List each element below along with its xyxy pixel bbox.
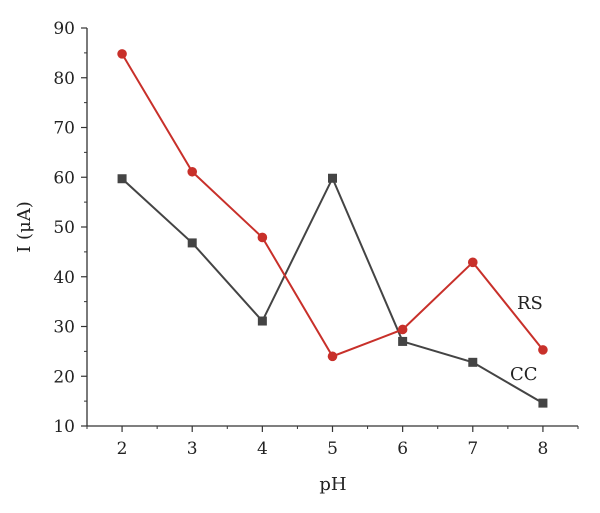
series-line-cc [121, 175, 544, 404]
data-point-cc [398, 336, 408, 346]
y-tick-label-90: 90 [53, 19, 75, 39]
data-point-rs [397, 324, 408, 335]
data-point-cc [187, 238, 197, 248]
y-tick-label-50: 50 [53, 218, 75, 238]
y-axis-title: I (μA) [14, 201, 35, 253]
y-tick-label-60: 60 [53, 168, 75, 188]
y-tick-label-20: 20 [53, 367, 75, 387]
x-tick-label-7: 7 [467, 439, 478, 459]
axes [86, 28, 578, 427]
series-label-cc: CC [510, 364, 538, 385]
data-point-rs [538, 345, 548, 355]
x-tick-label-3: 3 [187, 439, 198, 459]
ticks: 10 20 30 40 50 60 70 80 90 2 3 4 5 6 7 8 [53, 19, 579, 459]
x-tick-label-8: 8 [538, 439, 549, 459]
series-line-rs [121, 53, 544, 358]
x-tick-label-5: 5 [327, 439, 338, 459]
y-tick-label-80: 80 [53, 69, 75, 89]
y-tick-label-30: 30 [53, 318, 75, 338]
data-point-rs [467, 257, 478, 268]
series-label-rs: RS [517, 293, 543, 314]
y-tick-label-40: 40 [53, 268, 75, 288]
data-point-rs [257, 232, 268, 243]
x-tick-label-4: 4 [257, 439, 268, 459]
data-point-cc [257, 316, 267, 326]
series-layer [117, 49, 548, 408]
data-point-cc [117, 174, 127, 184]
y-tick-label-70: 70 [53, 119, 75, 139]
data-point-cc [328, 173, 337, 183]
data-point-rs [117, 49, 127, 59]
y-tick-label-10: 10 [53, 417, 75, 437]
x-tick-label-6: 6 [397, 439, 408, 459]
data-point-rs [187, 166, 198, 177]
data-point-cc [468, 357, 478, 367]
data-point-cc [538, 398, 548, 408]
x-tick-label-2: 2 [117, 439, 128, 459]
x-axis-title: pH [319, 474, 346, 495]
data-point-rs [327, 351, 338, 362]
